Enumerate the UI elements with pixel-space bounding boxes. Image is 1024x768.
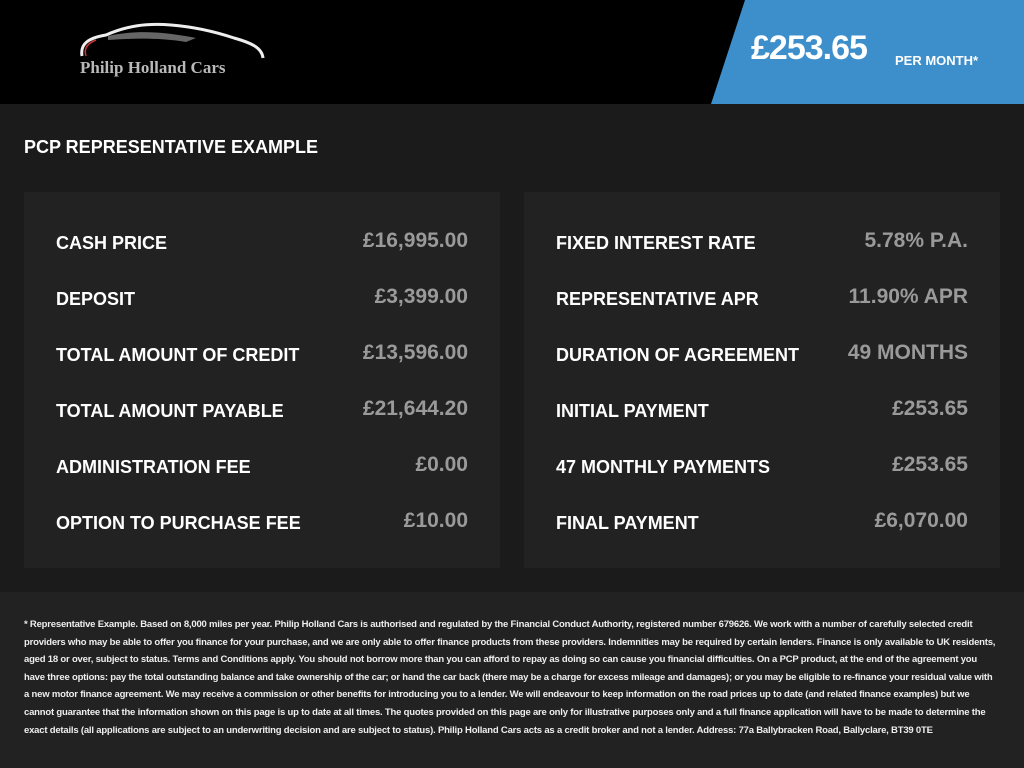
car-silhouette-icon (80, 22, 265, 59)
row-label: ADMINISTRATION FEE (56, 457, 251, 477)
row-value: £16,995.00 (362, 229, 468, 252)
finance-row: FINAL PAYMENT £6,070.00 (556, 509, 968, 540)
finance-row: TOTAL AMOUNT PAYABLE £21,644.20 (56, 397, 468, 428)
finance-panel-right: FIXED INTEREST RATE 5.78% P.A. REPRESENTA… (524, 192, 1000, 568)
row-label: DURATION OF AGREEMENT (556, 345, 799, 365)
row-value: £6,070.00 (874, 509, 968, 532)
row-value: £3,399.00 (374, 285, 468, 308)
row-label: CASH PRICE (56, 233, 168, 253)
disclaimer-line: may be eligible to re-finance your resid… (24, 671, 993, 701)
finance-row: CASH PRICE £16,995.00 (56, 229, 468, 260)
disclaimer-line: * Representative Example. Based on 8,000… (24, 619, 946, 630)
disclaimer-line: credit providers who may be able to offe… (24, 619, 973, 648)
finance-row: 47 MONTHLY PAYMENTS £253.65 (556, 453, 968, 484)
disclaimer-line: purposes only and a full finance applica… (24, 706, 986, 736)
section-title: PCP REPRESENTATIVE EXAMPLE (24, 137, 319, 157)
brand-name: Philip Holland Cars (80, 58, 226, 77)
per-month-label: PER MONTH* (895, 53, 979, 68)
disclaimer-line: available to UK residents, aged 18 or ov… (24, 636, 996, 666)
disclaimer-line: a credit broker and not a lender. Addres… (556, 724, 933, 736)
finance-row: FIXED INTEREST RATE 5.78% P.A. (556, 229, 968, 260)
finance-row: OPTION TO PURCHASE FEE £10.00 (56, 509, 468, 540)
row-value: 5.78% P.A. (864, 229, 968, 252)
brand-logo[interactable]: Philip Holland Cars (76, 18, 276, 84)
row-label: TOTAL AMOUNT OF CREDIT (56, 345, 300, 365)
row-value: £21,644.20 (362, 397, 468, 420)
row-value: 11.90% APR (848, 285, 968, 308)
header: Philip Holland Cars £253.65 PER MONTH* (0, 0, 1024, 104)
row-value: £13,596.00 (362, 341, 468, 364)
disclaimer-line: product, at the end of the agreement you… (24, 654, 978, 683)
row-label: REPRESENTATIVE APR (556, 289, 759, 309)
row-label: DEPOSIT (56, 289, 136, 309)
row-value: £0.00 (415, 453, 468, 476)
finance-panel-left: CASH PRICE £16,995.00 DEPOSIT £3,399.00 TO… (24, 192, 500, 568)
finance-row: DEPOSIT £3,399.00 (56, 285, 468, 316)
row-label: 47 MONTHLY PAYMENTS (556, 457, 771, 477)
finance-row: TOTAL AMOUNT OF CREDIT £13,596.00 (56, 341, 468, 372)
monthly-price-banner: £253.65 PER MONTH* (711, 0, 1024, 104)
finance-row: REPRESENTATIVE APR 11.90% APR (556, 285, 968, 316)
monthly-price: £253.65 (751, 29, 868, 67)
row-label: FIXED INTEREST RATE (556, 233, 756, 253)
row-label: INITIAL PAYMENT (556, 401, 709, 421)
finance-row: INITIAL PAYMENT £253.65 (556, 397, 968, 428)
row-value: £253.65 (892, 453, 968, 476)
row-label: OPTION TO PURCHASE FEE (56, 513, 301, 533)
disclaimer-footer: * Representative Example. Based on 8,000… (0, 592, 1024, 768)
row-value: £253.65 (892, 397, 968, 420)
row-value: 49 MONTHS (847, 341, 968, 364)
disclaimer-line: road prices up to date (and related fina… (24, 689, 970, 718)
row-value: £10.00 (403, 509, 468, 532)
row-label: FINAL PAYMENT (556, 513, 699, 533)
disclaimer-text: * Representative Example. Based on 8,000… (24, 616, 1000, 739)
row-label: TOTAL AMOUNT PAYABLE (56, 401, 284, 421)
finance-row: ADMINISTRATION FEE £0.00 (56, 453, 468, 484)
finance-row: DURATION OF AGREEMENT 49 MONTHS (556, 341, 968, 372)
